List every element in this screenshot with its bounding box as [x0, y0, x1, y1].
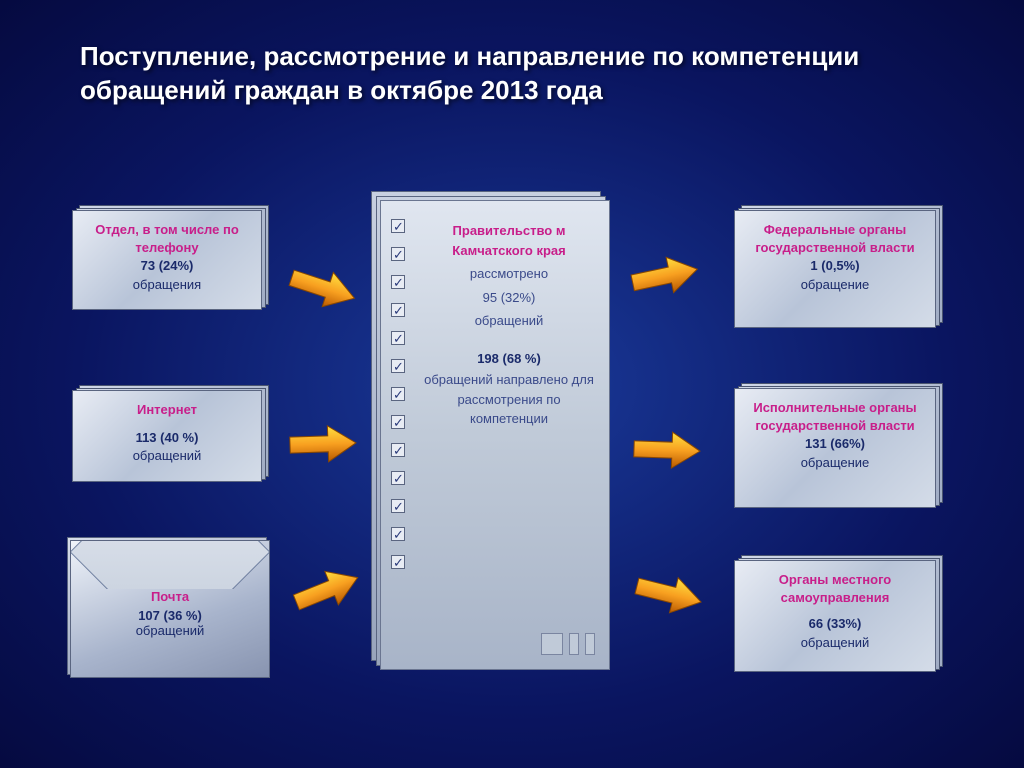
card-unit: обращений [81, 447, 253, 465]
arrow-icon [287, 423, 358, 465]
card-unit: обращение [743, 454, 927, 472]
right-card-2: Исполнительные органы государственной вл… [734, 388, 936, 508]
card-title: Почта [71, 589, 269, 604]
card-value: 66 (33%) [743, 615, 927, 633]
check-icon [391, 443, 405, 457]
left-card-1: Отдел, в том числе по телефону 73 (24%) … [72, 210, 262, 310]
card-unit: обращения [81, 276, 253, 294]
card-title: Исполнительные органы государственной вл… [743, 399, 927, 435]
right-card-3: Органы местного самоуправления 66 (33%) … [734, 560, 936, 672]
decor-icon [541, 633, 595, 655]
check-icon [391, 303, 405, 317]
card-title: Органы местного самоуправления [743, 571, 927, 607]
card-value: 113 (40 %) [81, 429, 253, 447]
check-icon [391, 331, 405, 345]
check-icon [391, 527, 405, 541]
card-unit: обращений [71, 623, 269, 638]
check-icon [391, 555, 405, 569]
card-unit: обращений [743, 634, 927, 652]
check-icon [391, 247, 405, 261]
envelope-card: Почта 107 (36 %) обращений [70, 540, 270, 678]
left-card-2: Интернет 113 (40 %) обращений [72, 390, 262, 482]
center-sub: 95 (32%) [421, 288, 597, 308]
check-icon [391, 499, 405, 513]
card-title: Федеральные органы государственной власт… [743, 221, 927, 257]
card-value: 1 (0,5%) [743, 257, 927, 275]
card-value: 107 (36 %) [71, 608, 269, 623]
envelope-flap-icon [71, 541, 269, 589]
card-value: 73 (24%) [81, 257, 253, 275]
check-icon [391, 471, 405, 485]
arrow-icon [630, 566, 708, 622]
card-title: Отдел, в том числе по телефону [81, 221, 253, 257]
arrow-icon [627, 249, 704, 303]
card-title: Интернет [81, 401, 253, 419]
center-sub: рассмотрено [421, 264, 597, 284]
center-sub: обращений направлено для рассмотрения по… [421, 370, 597, 429]
check-icon [391, 415, 405, 429]
check-icon [391, 387, 405, 401]
arrow-icon [287, 558, 367, 621]
check-icon [391, 219, 405, 233]
center-sub-bold: 198 (68 %) [421, 349, 597, 369]
center-title: Правительство м Камчатского края [421, 221, 597, 260]
card-unit: обращение [743, 276, 927, 294]
arrow-icon [631, 429, 702, 471]
center-sub: обращений [421, 311, 597, 331]
arrow-icon [284, 258, 363, 318]
check-column [391, 219, 405, 569]
right-card-1: Федеральные органы государственной власт… [734, 210, 936, 328]
check-icon [391, 275, 405, 289]
card-value: 131 (66%) [743, 435, 927, 453]
center-panel: Правительство м Камчатского края рассмот… [380, 200, 610, 670]
check-icon [391, 359, 405, 373]
slide-title: Поступление, рассмотрение и направление … [0, 0, 1024, 128]
